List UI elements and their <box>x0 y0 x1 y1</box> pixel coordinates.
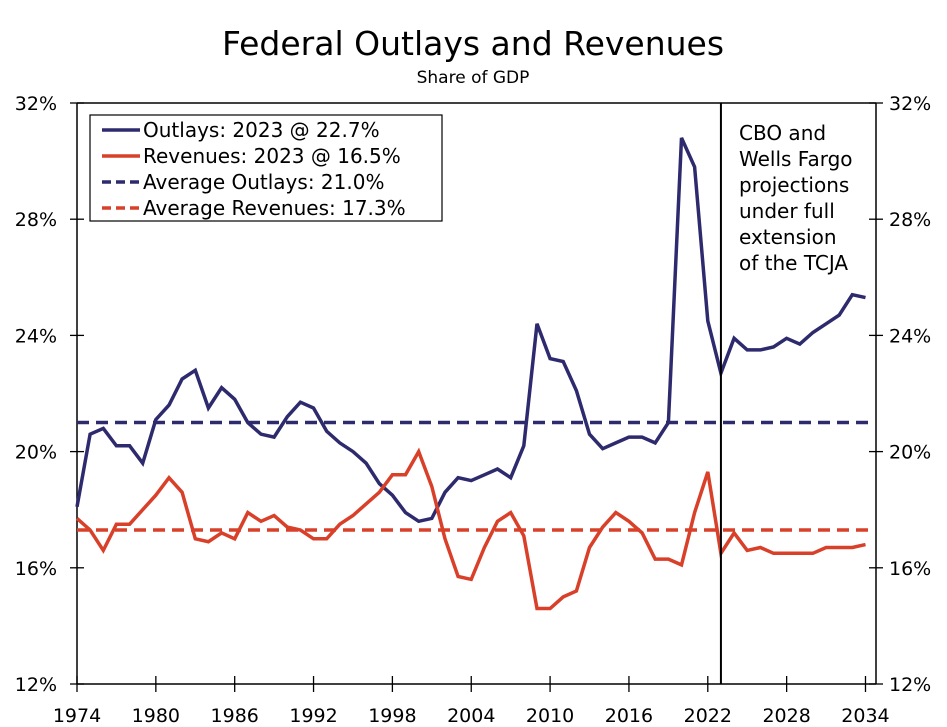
outlays-line <box>75 137 866 524</box>
projection-note-line: under full <box>739 199 835 223</box>
y-tick-label-right: 24% <box>889 325 931 347</box>
revenues-line <box>75 447 866 611</box>
y-tick-label-left: 20% <box>15 442 57 464</box>
y-tick-label-right: 20% <box>889 442 931 464</box>
y-tick-label-right: 16% <box>889 558 931 580</box>
series-lines <box>75 137 866 611</box>
legend: Outlays: 2023 @ 22.7%Revenues: 2023 @ 16… <box>89 114 443 222</box>
x-tick-label: 2034 <box>841 705 889 727</box>
y-tick-label-left: 28% <box>15 209 57 231</box>
y-tick-label-right: 32% <box>889 93 931 115</box>
y-tick-label-left: 16% <box>15 558 57 580</box>
projection-note-line: extension <box>739 225 837 249</box>
legend-label-0: Outlays: 2023 @ 22.7% <box>143 118 380 142</box>
legend-label-1: Revenues: 2023 @ 16.5% <box>143 144 401 168</box>
x-tick-label: 2004 <box>447 705 495 727</box>
projection-note-line: projections <box>739 173 849 197</box>
x-tick-label: 1980 <box>132 705 180 727</box>
x-tick-label: 1992 <box>289 705 337 727</box>
projection-note-line: of the TCJA <box>739 251 848 275</box>
legend-label-2: Average Outlays: 21.0% <box>143 170 384 194</box>
average-lines <box>77 420 872 532</box>
projection-note-line: Wells Fargo <box>739 147 853 171</box>
legend-box <box>89 114 443 222</box>
y-tick-label-right: 12% <box>889 674 931 696</box>
x-tick-label: 1986 <box>211 705 259 727</box>
projection-annotation: CBO and Wells Fargo projections under full e… <box>719 103 853 684</box>
x-tick-label: 2028 <box>762 705 810 727</box>
y-tick-label-left: 24% <box>15 325 57 347</box>
x-tick-label: 1998 <box>368 705 416 727</box>
projection-note: CBO and Wells Fargo projections under full e… <box>739 121 853 275</box>
y-tick-label-left: 12% <box>15 674 57 696</box>
x-tick-label: 1974 <box>53 705 101 727</box>
x-tick-label: 2010 <box>526 705 574 727</box>
x-tick-label: 2016 <box>605 705 653 727</box>
x-tick-label: 2022 <box>684 705 732 727</box>
projection-note-line: CBO and <box>739 121 826 145</box>
y-tick-label-left: 32% <box>15 93 57 115</box>
legend-label-3: Average Revenues: 17.3% <box>143 196 406 220</box>
chart-title: Federal Outlays and Revenues <box>222 24 724 63</box>
axes: 12% 12% 16% 16% 20% 20% 24% 24% 28% 28% 32% 32% 1974… <box>15 93 931 727</box>
chart-subtitle: Share of GDP <box>417 68 530 88</box>
y-tick-label-right: 28% <box>889 209 931 231</box>
